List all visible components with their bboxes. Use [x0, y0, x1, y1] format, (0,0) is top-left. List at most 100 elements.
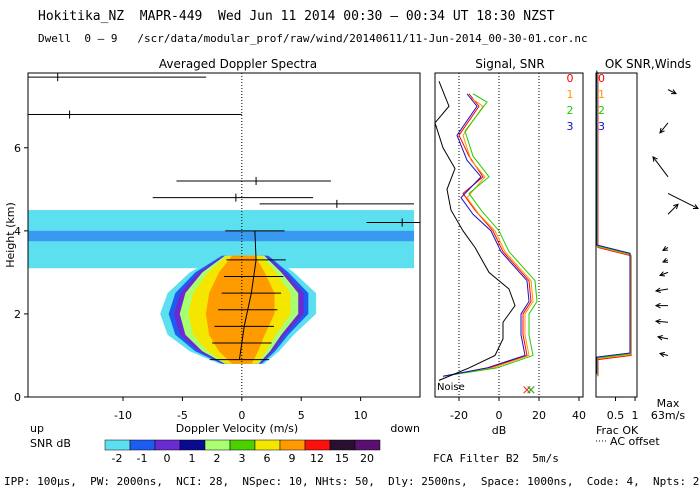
colorbar-level-6: 6 [264, 452, 271, 465]
frac-ok-1 [597, 72, 632, 376]
frac-ok-0 [597, 73, 632, 377]
x-end-right-label: down [390, 422, 420, 435]
wind-arrow-11 [657, 336, 669, 340]
x-tick-label: -5 [177, 409, 188, 422]
wind-arrow-8 [655, 288, 669, 292]
x-tick-label: -10 [114, 409, 132, 422]
colorbar-cell-9 [329, 439, 356, 451]
signal-frame [434, 72, 584, 398]
signal-x-tick-label: 0 [496, 409, 503, 422]
frac-ok-label: Frac OK [596, 424, 639, 437]
wind-arrowhead-7 [658, 271, 666, 277]
doppler-spectra-panel: Averaged Doppler Spectra -10 -5 0 5 10 0 2 4 6 Dop… [4, 57, 421, 435]
colorbar-level-5: 3 [239, 452, 246, 465]
x-tick-label: 0 [238, 409, 245, 422]
wind-arrowhead-4 [673, 203, 679, 210]
colorbar-level-8: 12 [310, 452, 324, 465]
x-tick-label: 10 [354, 409, 368, 422]
signal-series-0 [442, 93, 532, 377]
wind-arrowhead-12 [658, 351, 665, 358]
noise-marker-0: × [522, 383, 533, 398]
wind-arrowhead-6 [661, 257, 669, 263]
wind-arrowhead-11 [656, 335, 663, 341]
max-wind-label: Max [657, 397, 680, 410]
colorbar-level-0: -2 [112, 452, 123, 465]
winds-title: OK SNR,Winds [605, 57, 691, 71]
colorbar-cell-3 [179, 439, 206, 451]
colorbar-cell-10 [354, 439, 381, 451]
y-axis-label: Height (km) [4, 202, 17, 268]
y-tick-label: 4 [14, 225, 21, 238]
signal-x-tick-label: 40 [572, 409, 586, 422]
signal-legend-3: 3 [567, 120, 574, 133]
wind-arrowhead-0 [670, 89, 677, 95]
colorbar-level-1: -1 [137, 452, 148, 465]
winds-legend-0: 0 [598, 72, 605, 85]
header-path: Dwell 0 – 9 /scr/data/modular_prof/raw/w… [38, 32, 588, 45]
y-tick-label: 2 [14, 308, 21, 321]
colorbar-level-7: 9 [289, 452, 296, 465]
colorbar-level-4: 2 [214, 452, 221, 465]
wind-arrow-2 [652, 156, 669, 178]
colorbar-cell-8 [304, 439, 331, 451]
ac-offset-label: AC offset [610, 435, 660, 448]
signal-x-tick-label: -20 [450, 409, 468, 422]
signal-x-tick-label: 20 [532, 409, 546, 422]
echo-layer-core [28, 230, 415, 242]
signal-title: Signal, SNR [475, 57, 544, 71]
wind-arrowhead-1 [659, 127, 665, 134]
signal-x-label: dB [492, 424, 507, 437]
y-tick-label: 0 [14, 391, 21, 404]
colorbar-cell-4 [204, 439, 231, 451]
colorbar-cell-1 [129, 439, 156, 451]
winds-legend-3: 3 [598, 120, 605, 133]
x-axis-label: Doppler Velocity (m/s) [176, 422, 298, 435]
colorbar-cell-5 [229, 439, 256, 451]
colorbar-level-2: 0 [164, 452, 171, 465]
winds-legend-1: 1 [598, 88, 605, 101]
wind-arrowhead-3 [692, 204, 699, 209]
wind-arrow-1 [659, 122, 669, 134]
wind-arrowhead-2 [652, 155, 658, 162]
signal-series-signal [434, 81, 516, 381]
colorbar-label: SNR dB [30, 437, 71, 450]
snr-colorbar: SNR dB-2 -1 0 1 2 3 6 9 12 15 20 [30, 437, 381, 465]
y-tick-label: 6 [14, 142, 21, 155]
wind-arrow-12 [659, 352, 669, 356]
spectra-title: Averaged Doppler Spectra [159, 57, 317, 71]
wind-arrowhead-9 [654, 302, 661, 309]
max-wind-value: 63m/s [651, 409, 685, 422]
colorbar-cell-6 [254, 439, 281, 451]
frac-ok-3 [596, 70, 631, 374]
colorbar-cell-7 [279, 439, 306, 451]
colorbar-cell-2 [154, 439, 181, 451]
winds-x-tick-label: 0.5 [607, 409, 625, 422]
header-title: Hokitika_NZ MAPR-449 Wed Jun 11 2014 00:… [38, 9, 555, 24]
x-tick-label: 5 [298, 409, 305, 422]
colorbar-level-10: 20 [360, 452, 374, 465]
colorbar-level-9: 15 [335, 452, 349, 465]
winds-frame [595, 72, 638, 398]
wind-arrowhead-5 [662, 245, 669, 252]
fca-filter-label: FCA Filter B2 5m/s [433, 452, 559, 465]
wind-arrowhead-10 [654, 318, 661, 325]
signal-legend-2: 2 [567, 104, 574, 117]
footer-params: IPP: 100µs, PW: 2000ns, NCI: 28, NSpec: … [4, 475, 700, 488]
colorbar-level-3: 1 [189, 452, 196, 465]
signal-legend-1: 1 [567, 88, 574, 101]
wind-arrow-0 [667, 89, 677, 95]
signal-legend-0: 0 [567, 72, 574, 85]
x-end-left-label: up [30, 422, 44, 435]
signal-series-1 [442, 97, 534, 377]
noise-marker-1: × [526, 383, 537, 398]
wind-arrow-7 [659, 271, 669, 276]
winds-x-tick-label: 1 [632, 409, 639, 422]
wind-arrow-10 [655, 320, 669, 323]
wind-arrow-3 [667, 193, 699, 209]
wind-arrowhead-8 [654, 287, 661, 293]
winds-legend-2: 2 [598, 104, 605, 117]
signal-snr-panel: Signal, SNR 0 1 2 3 ×× Noise -20 0 20 40 dB [434, 57, 586, 437]
